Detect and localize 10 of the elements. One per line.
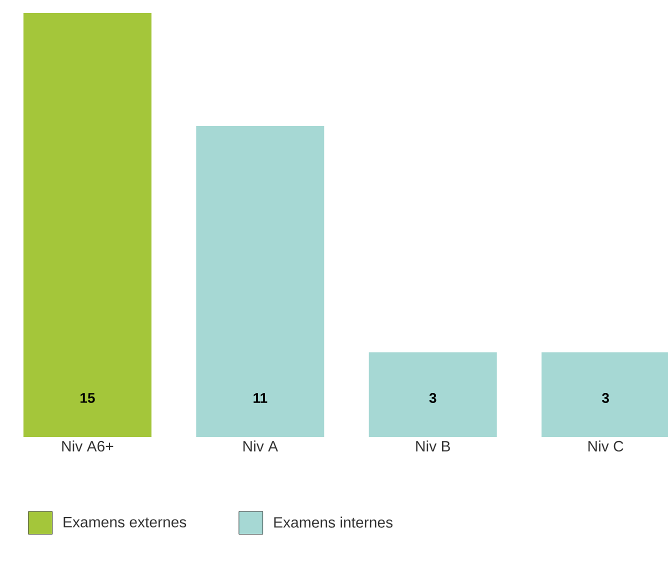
data-label: 15 — [80, 393, 95, 403]
legend-label: Examens externes — [64, 516, 186, 528]
x-tick-label: Niv A6+ — [62, 440, 114, 452]
x-tick-label: Niv A — [243, 440, 278, 452]
data-label: 3 — [602, 393, 609, 403]
legend-label: Examens internes — [274, 516, 393, 528]
data-label: 11 — [254, 393, 268, 403]
data-label: 3 — [429, 393, 436, 403]
x-tick-label: Niv B — [416, 440, 450, 452]
x-tick-label: Niv C — [588, 440, 624, 452]
